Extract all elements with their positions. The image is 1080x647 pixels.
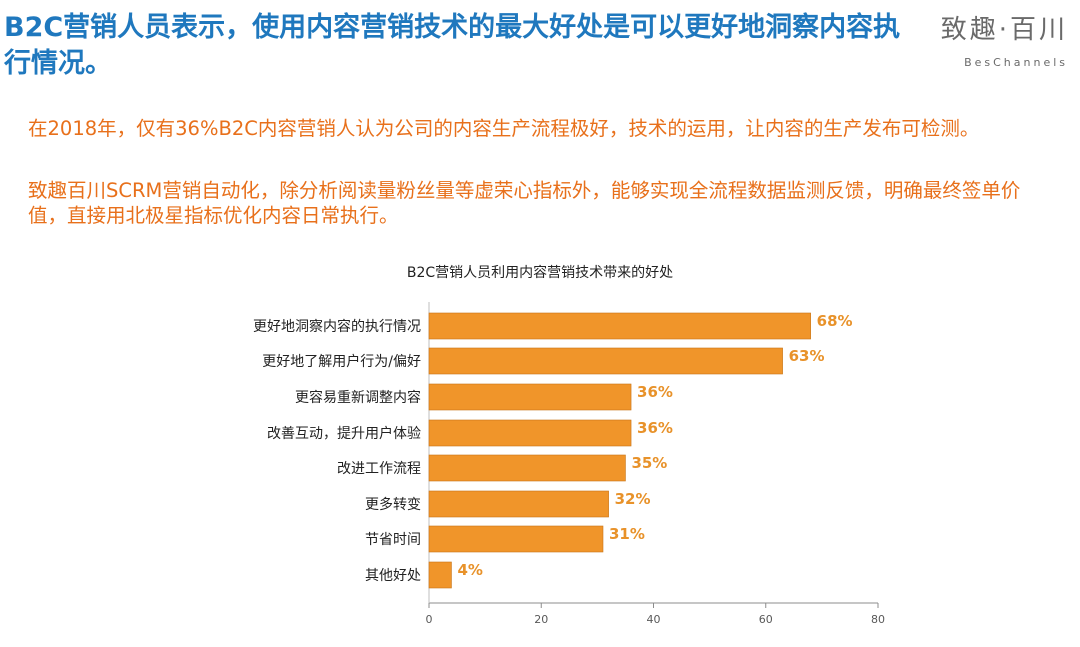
- data-label: 32%: [615, 490, 651, 508]
- category-label: 更容易重新调整内容: [295, 389, 421, 406]
- bar: [428, 383, 632, 411]
- data-label: 31%: [609, 525, 645, 543]
- data-label: 63%: [789, 347, 825, 365]
- bar: [428, 419, 632, 447]
- category-label: 改善互动，提升用户体验: [267, 425, 421, 442]
- lead-paragraph-1: 在2018年，仅有36%B2C内容营销人认为公司的内容生产流程极好，技术的运用，…: [28, 117, 980, 140]
- chart-title: B2C营销人员利用内容营销技术带来的好处: [407, 264, 673, 281]
- bar: [428, 454, 626, 482]
- brand-logo: 致趣·百川 BesChannels: [938, 14, 1068, 69]
- category-label: 改进工作流程: [337, 461, 421, 477]
- page-title: B2C营销人员表示，使用内容营销技术的最大好处是可以更好地洞察内容执行情况。: [4, 12, 901, 79]
- category-label: 更好地了解用户行为/偏好: [262, 353, 421, 370]
- data-label: 68%: [817, 312, 853, 330]
- x-tick-label: 20: [534, 613, 548, 626]
- benefits-bar-chart: B2C营销人员利用内容营销技术带来的好处 0 20 40 60 80 更好地洞察内容的执行情…: [253, 264, 885, 626]
- bar: [428, 490, 609, 518]
- x-tick-label: 0: [426, 613, 433, 626]
- lead-paragraph-2: 致趣百川SCRM营销自动化，除分析阅读量粉丝量等虚荣心指标外，能够实现全流程数据…: [28, 179, 1021, 227]
- category-label: 节省时间: [365, 532, 421, 548]
- category-label: 更好地洞察内容的执行情况: [253, 318, 421, 335]
- data-label: 36%: [637, 383, 673, 401]
- bar: [428, 525, 604, 553]
- data-label: 4%: [457, 561, 482, 579]
- x-tick-label: 80: [871, 613, 885, 626]
- category-label: 其他好处: [365, 568, 421, 584]
- x-tick-label: 60: [759, 613, 773, 626]
- data-label: 36%: [637, 419, 673, 437]
- x-tick-label: 40: [647, 613, 661, 626]
- data-label: 35%: [631, 454, 667, 472]
- bar: [428, 312, 811, 340]
- logo-english-text: BesChannels: [964, 56, 1068, 69]
- category-label: 更多转变: [365, 496, 421, 513]
- bar: [428, 347, 783, 375]
- logo-chinese-text: 致趣·百川: [940, 15, 1068, 45]
- bar: [428, 561, 452, 589]
